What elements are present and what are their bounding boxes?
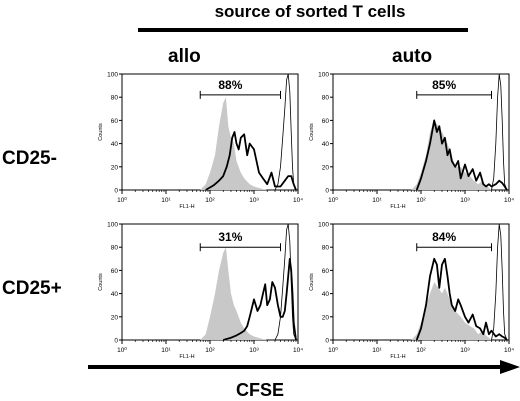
y-axis-label: Counts [309,273,315,291]
y-tick-label: 0 [114,338,118,345]
y-tick-label: 20 [111,164,119,171]
x-tick-label: 10⁰ [117,346,127,354]
x-tick-label: 10³ [460,197,470,204]
y-tick-label: 20 [322,164,330,171]
gate-marker: 84% [416,230,492,252]
y-tick-label: 40 [111,291,119,298]
cfse-arrow-icon [88,360,520,374]
header-divider [138,28,468,32]
header-title: source of sorted T cells [214,2,406,21]
histogram-panel-cd25neg-allo: 0 20 40 60 80 100 10⁰ 10¹ 10² 10³ 10⁴ Counts FL1-H 88… [92,70,303,211]
gate-marker: 31% [199,230,281,252]
column-label-auto: auto [392,46,433,67]
gate-percent-label: 84% [432,230,456,244]
histogram-panel-cd25pos-allo: 0 20 40 60 80 100 10⁰ 10¹ 10² 10³ 10⁴ Counts FL1-H 31… [92,220,303,361]
x-axis-label: FL1-H [179,354,194,360]
x-axis-label: FL1-H [179,204,194,210]
histogram-bold-series [415,119,508,191]
y-tick-label: 40 [322,141,330,148]
x-tick-label: 10² [205,197,215,204]
x-axis-label: FL1-H [390,204,405,210]
y-tick-label: 100 [107,222,118,229]
x-tick-label: 10⁴ [293,197,303,204]
gate-percent-label: 88% [218,78,242,92]
y-tick-label: 20 [322,314,330,321]
y-tick-label: 100 [318,222,329,229]
x-tick-label: 10² [205,347,215,354]
gate-marker: 85% [416,78,492,99]
y-tick-label: 100 [107,72,118,79]
x-tick-label: 10³ [249,197,259,204]
histogram-bold-series [205,131,297,191]
y-tick-label: 20 [111,314,119,321]
histogram-thin-series [274,73,297,191]
histogram-panel-cd25pos-auto: 0 20 40 60 80 100 10⁰ 10¹ 10² 10³ 10⁴ Counts FL1-H 84… [303,220,514,361]
x-tick-label: 10⁴ [504,197,514,204]
axis-group: 0 20 40 60 80 100 10⁰ 10¹ 10² 10³ 10⁴ Counts FL1-H [98,222,303,361]
y-axis-label: Counts [98,123,104,141]
y-axis-label: Counts [309,123,315,141]
y-tick-label: 80 [322,245,330,252]
y-tick-label: 60 [322,118,330,125]
y-tick-label: 80 [111,245,119,252]
x-tick-label: 10² [416,197,426,204]
histogram-shaded-series [200,247,268,340]
x-tick-label: 10¹ [161,197,171,204]
x-tick-label: 10¹ [372,197,382,204]
x-axis-label: FL1-H [390,354,405,360]
x-tick-label: 10⁴ [504,347,514,354]
gate-marker: 88% [199,78,281,99]
x-tick-label: 10³ [249,347,259,354]
cfse-axis-label: CFSE [235,380,284,400]
y-tick-label: 60 [111,118,119,125]
y-tick-label: 60 [111,268,119,275]
histogram-shaded-series [411,282,492,340]
y-tick-label: 60 [322,268,330,275]
x-tick-label: 10¹ [372,347,382,354]
x-tick-label: 10¹ [161,347,171,354]
histogram-shaded-series [200,97,268,190]
axis-group: 0 20 40 60 80 100 10⁰ 10¹ 10² 10³ 10⁴ Counts FL1-H [309,222,514,361]
x-tick-label: 10⁰ [117,196,127,204]
gate-percent-label: 85% [432,78,456,92]
column-label-allo: allo [168,46,201,67]
y-axis-label: Counts [98,273,104,291]
y-tick-label: 100 [318,72,329,79]
y-tick-label: 80 [111,95,119,102]
histogram-panel-cd25neg-auto: 0 20 40 60 80 100 10⁰ 10¹ 10² 10³ 10⁴ Counts FL1-H 85… [303,70,514,211]
histogram-thin-series [491,223,508,341]
histogram-bold-series [222,257,297,341]
gate-percent-label: 31% [218,230,242,244]
row-label-cd25-neg: CD25- [2,148,57,169]
x-tick-label: 10⁴ [293,347,303,354]
x-tick-label: 10⁰ [328,346,338,354]
x-tick-label: 10⁰ [328,196,338,204]
y-tick-label: 0 [114,188,118,195]
y-tick-label: 0 [325,188,329,195]
row-label-cd25-pos: CD25+ [2,278,62,299]
y-tick-label: 40 [322,291,330,298]
x-tick-label: 10² [416,347,426,354]
y-tick-label: 40 [111,141,119,148]
histogram-thin-series [274,223,297,341]
histogram-thin-series [491,73,508,191]
y-tick-label: 0 [325,338,329,345]
x-tick-label: 10³ [460,347,470,354]
y-tick-label: 80 [322,95,330,102]
